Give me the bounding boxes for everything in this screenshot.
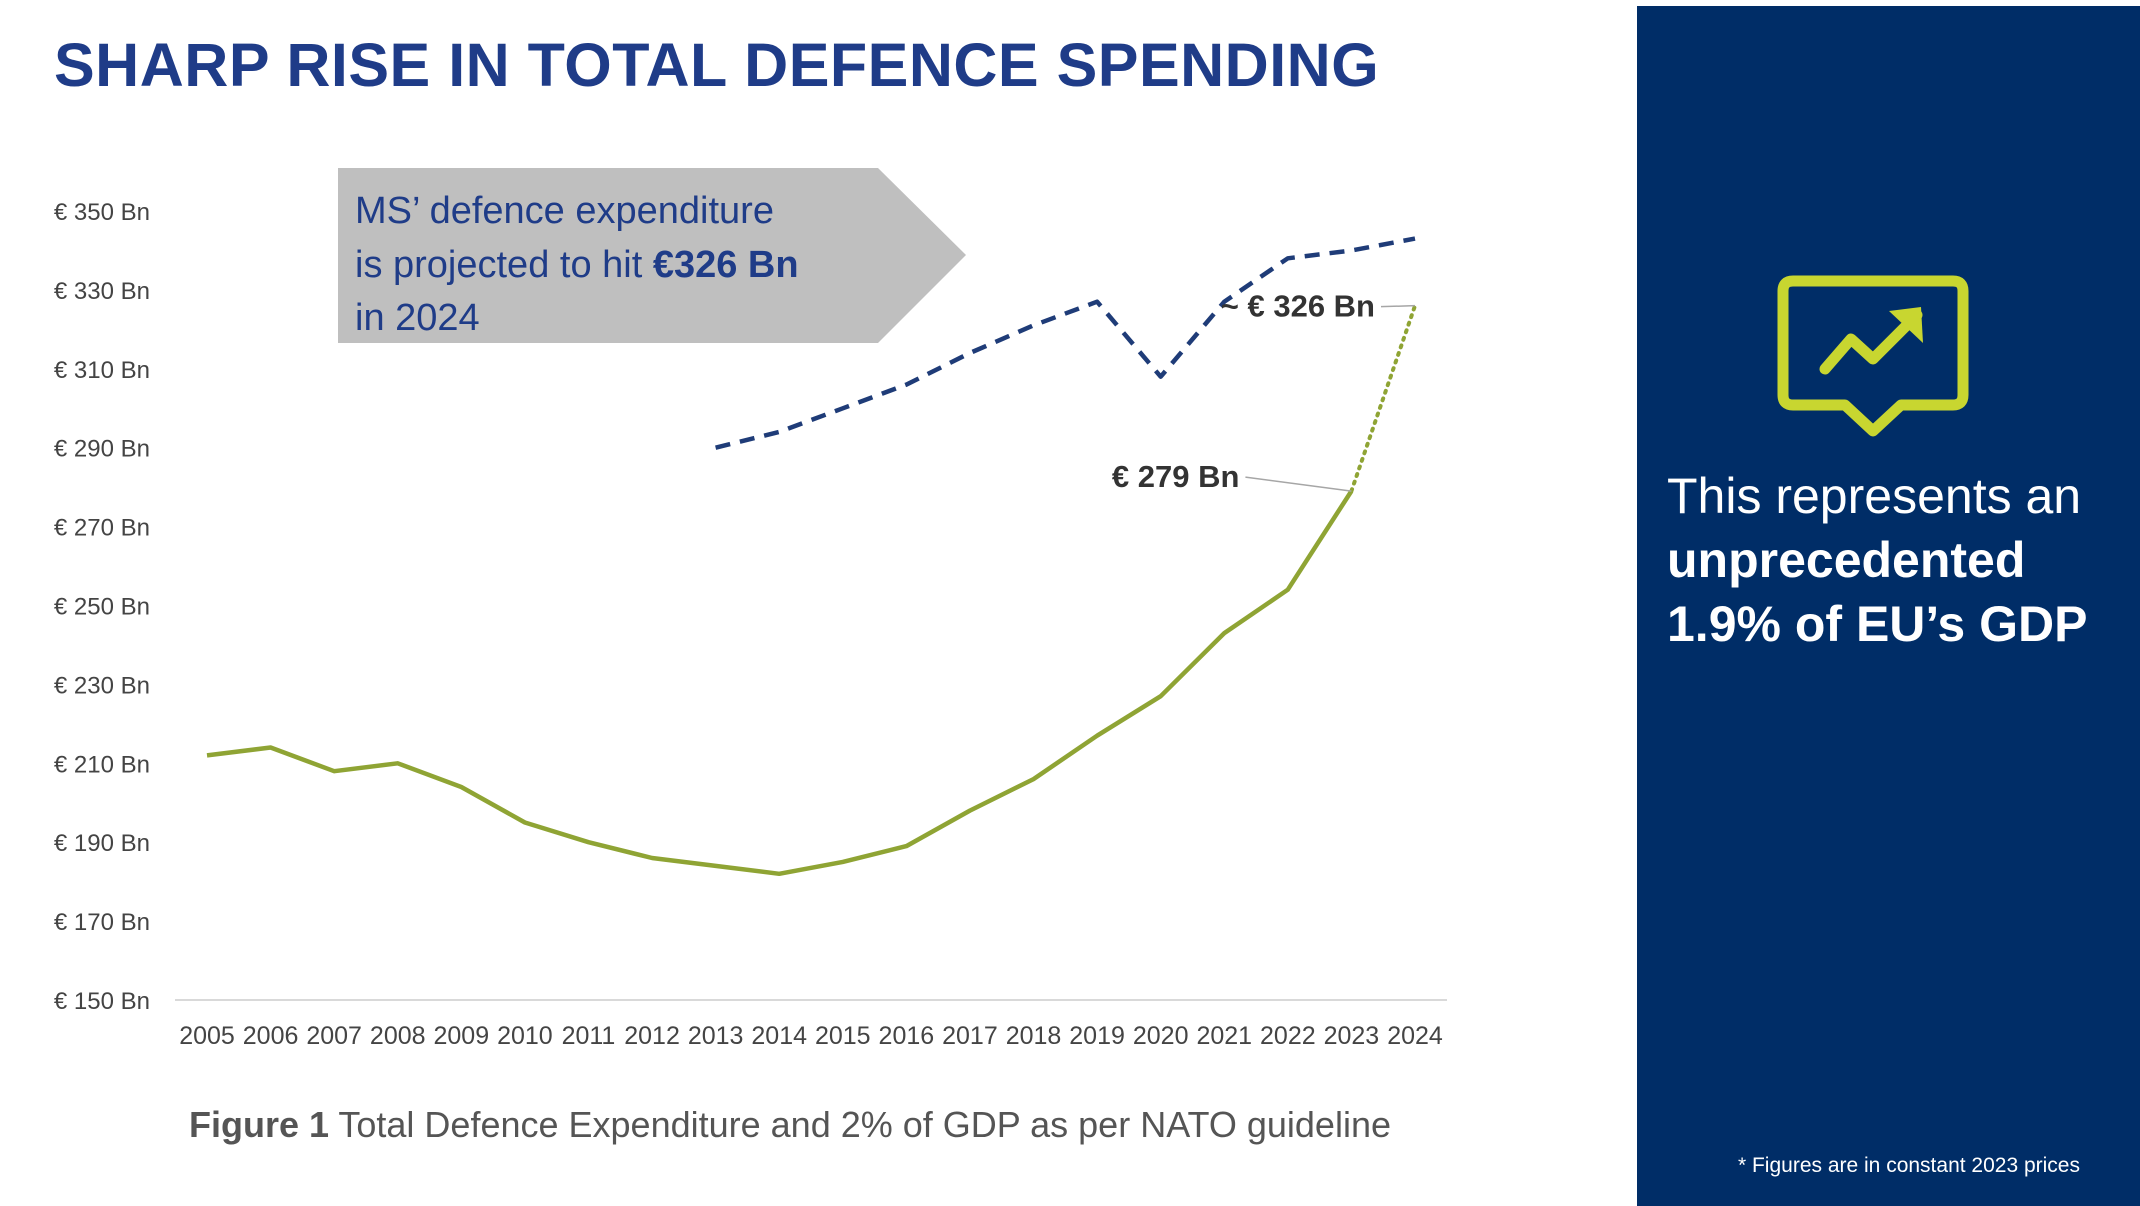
callout-line-1: MS’ defence expenditure: [355, 190, 774, 232]
x-tick-label: 2005: [179, 1022, 235, 1050]
y-tick-label: € 290 Bn: [54, 436, 150, 463]
figure-caption: Figure 1 Total Defence Expenditure and 2…: [0, 1104, 1580, 1146]
data-label: ~ € 326 Bn: [1221, 289, 1375, 324]
y-tick-label: € 310 Bn: [54, 357, 150, 384]
x-tick-label: 2009: [434, 1022, 490, 1050]
trend-up-chat-icon: [1773, 271, 1973, 458]
footnote: * Figures are in constant 2023 prices: [1737, 1154, 2080, 1177]
x-tick-label: 2017: [942, 1022, 998, 1050]
x-tick-label: 2008: [370, 1022, 426, 1050]
side-panel-statement: This represents an unprecedented 1.9% of…: [1667, 464, 2127, 656]
series-line-solid: [206, 489, 1354, 877]
x-tick-label: 2021: [1196, 1022, 1252, 1050]
slide-title: SHARP RISE IN TOTAL DEFENCE SPENDING: [54, 31, 1380, 99]
y-tick-label: € 350 Bn: [54, 199, 150, 226]
x-tick-label: 2013: [688, 1022, 744, 1050]
figure-caption-text: Total Defence Expenditure and 2% of GDP …: [329, 1104, 1391, 1145]
y-tick-label: € 190 Bn: [54, 830, 150, 857]
annotations-layer: € 279 Bn ~ € 326 Bn: [1112, 289, 1416, 494]
annotation-leader-line: [1380, 304, 1416, 308]
y-tick-label: € 170 Bn: [54, 909, 150, 936]
callout-line-3: in 2024: [355, 297, 480, 339]
y-tick-label: € 230 Bn: [54, 672, 150, 699]
series-layer: [206, 236, 1417, 877]
x-tick-label: 2007: [306, 1022, 362, 1050]
data-label: € 279 Bn: [1112, 459, 1240, 494]
annotation-leader-line: [1245, 476, 1352, 492]
x-tick-label: 2012: [624, 1022, 680, 1050]
x-tick-label: 2015: [815, 1022, 871, 1050]
x-axis: 2005 2006 2007 2008 2009 2010 2011 2012 2013 2014…: [175, 999, 1447, 1050]
series-line-dashed: [715, 236, 1416, 450]
callout-line-2: is projected to hit €326 Bn: [355, 244, 799, 286]
x-tick-label: 2016: [879, 1022, 935, 1050]
x-tick-label: 2019: [1069, 1022, 1125, 1050]
figure-caption-label: Figure 1: [189, 1104, 330, 1145]
x-tick-label: 2020: [1133, 1022, 1189, 1050]
callout-box: MS’ defence expenditure is projected to …: [338, 168, 966, 343]
callout-line-2-text: is projected to hit: [355, 244, 653, 286]
x-tick-label: 2006: [243, 1022, 299, 1050]
x-tick-label: 2010: [497, 1022, 553, 1050]
x-tick-label: 2024: [1387, 1022, 1443, 1050]
side-text-bold-1: unprecedented: [1667, 532, 2026, 588]
y-tick-label: € 150 Bn: [54, 988, 150, 1015]
y-axis: € 350 Bn € 330 Bn € 310 Bn € 290 Bn € 270 Bn…: [54, 199, 150, 1015]
x-tick-label: 2014: [751, 1022, 807, 1050]
callout-highlight-value: €326 Bn: [653, 244, 799, 286]
y-tick-label: € 330 Bn: [54, 278, 150, 305]
side-panel: This represents an unprecedented 1.9% of…: [1637, 6, 2140, 1206]
y-tick-label: € 210 Bn: [54, 751, 150, 778]
callout-arrow-shape: [338, 168, 966, 343]
y-tick-label: € 250 Bn: [54, 594, 150, 621]
side-text-line-1: This represents an: [1667, 468, 2082, 524]
x-tick-label: 2023: [1324, 1022, 1380, 1050]
y-tick-label: € 270 Bn: [54, 515, 150, 542]
x-tick-label: 2018: [1006, 1022, 1062, 1050]
side-text-bold-2: 1.9% of EU’s GDP: [1667, 596, 2088, 652]
x-tick-label: 2022: [1260, 1022, 1316, 1050]
x-tick-label: 2011: [562, 1022, 616, 1050]
line-chart: € 350 Bn € 330 Bn € 310 Bn € 290 Bn € 270 Bn…: [54, 168, 1447, 1050]
series-line-dotted: [1349, 303, 1417, 494]
